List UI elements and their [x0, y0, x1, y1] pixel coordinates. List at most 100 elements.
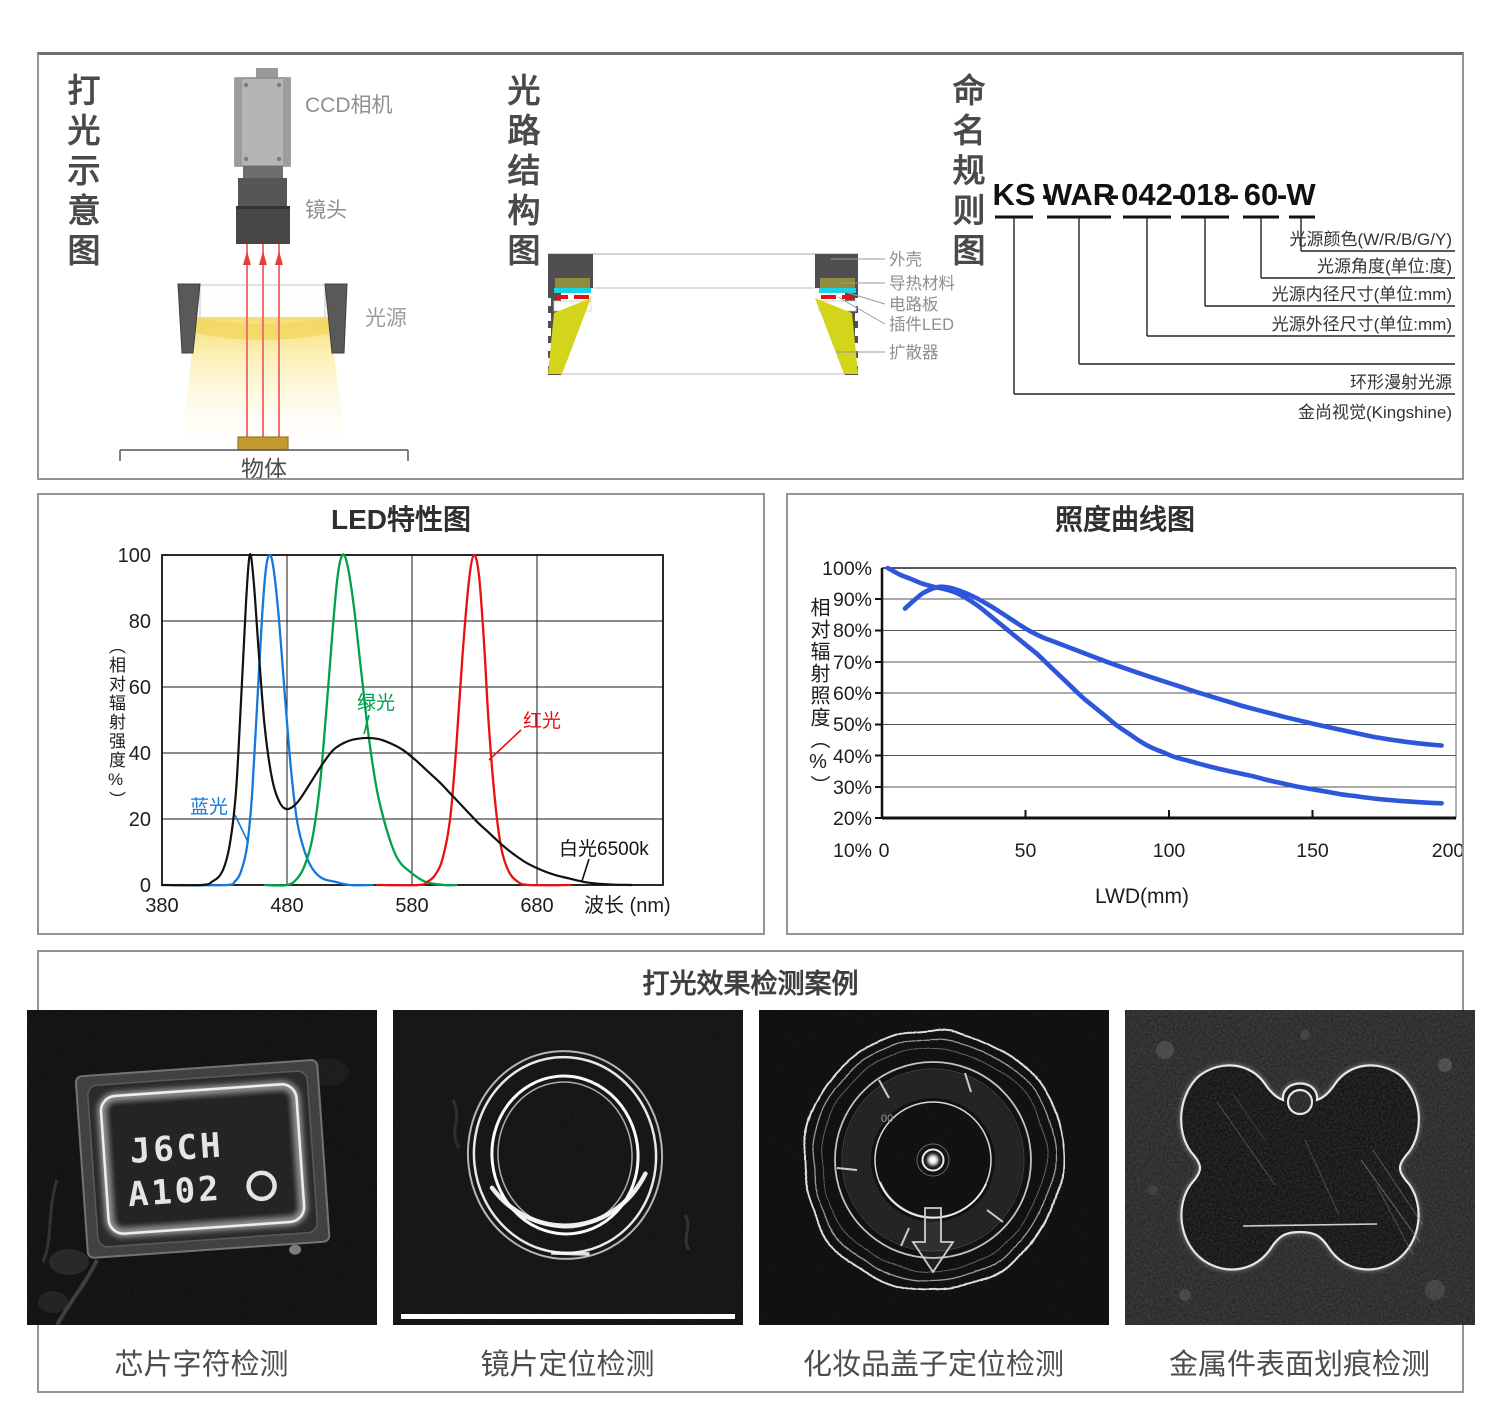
photo-chip-character: J6CH A102: [26, 1010, 377, 1325]
xtick-100: 100: [1153, 840, 1186, 862]
caption-chip: 芯片字符检测: [114, 1349, 289, 1381]
code-hyphen: -: [1042, 177, 1052, 212]
curve-illuminance-steep: [885, 565, 1444, 806]
xtick-580: 580: [395, 895, 428, 917]
code-segment-ks: KS: [992, 177, 1035, 212]
top-diagrams: CCD相机 镜头 光源 物体: [119, 68, 1455, 478]
curve-white-led: [160, 552, 633, 887]
rule-angle: 光源角度(单位:度): [1317, 257, 1452, 276]
led-y-ticks: 0 20 40 60 80 100: [118, 545, 151, 897]
ytick-30pct: 30%: [833, 777, 872, 799]
xtick-0: 0: [879, 840, 890, 862]
illuminance-x-ticks: 0 50 100 150 200: [879, 840, 1462, 862]
xtick-150: 150: [1296, 840, 1329, 862]
led-gridlines: [162, 555, 663, 885]
code-hyphen: -: [1277, 177, 1287, 212]
annotation-blue: 蓝光: [190, 796, 228, 818]
label-diffuser: 扩散器: [889, 343, 939, 362]
ground-line: [119, 449, 409, 461]
case-photo-row: J6CH A102 芯片字符检测: [26, 1010, 1475, 1383]
ytick-50pct: 50%: [833, 714, 872, 736]
illuminance-yaxis-label: 相对辐射照度（%）: [807, 597, 829, 797]
code-segment-018: 018: [1179, 177, 1231, 212]
model-code: KS - WAR - 042 - 018 - 60 - W: [992, 177, 1316, 212]
leader-blue: [234, 814, 249, 843]
circuit-board-right: [819, 288, 856, 293]
ytick-90pct: 90%: [833, 589, 872, 611]
light-rays: [243, 244, 283, 437]
label-thermal-material: 导热材料: [889, 274, 955, 293]
caption-lens: 镜片定位检测: [480, 1349, 655, 1381]
annotation-red: 红光: [523, 710, 561, 732]
ytick-100pct: 100%: [822, 558, 872, 580]
photo-cosmetic-cap: 00: [758, 1010, 1109, 1325]
curve-blue-led: [179, 553, 374, 887]
title-naming-rule: 命名规则图: [948, 73, 985, 273]
caption-cap: 化妆品盖子定位检测: [802, 1349, 1064, 1381]
illuminance-curve-chart: 照度曲线图 100% 90%: [786, 493, 1464, 935]
label-lens: 镜头: [305, 199, 347, 222]
annotation-white: 白光6500k: [559, 838, 649, 860]
code-hyphen: -: [1172, 177, 1182, 212]
led-chart-svg: LED特性图 0 20 40 60 80 100 380 480 580 680: [118, 504, 671, 917]
illuminance-axis-ticks: [875, 598, 1314, 819]
curve-green-led: [263, 553, 458, 887]
leader-white: [581, 858, 590, 882]
thermal-material-left: [555, 278, 590, 288]
rule-inner-size: 光源内径尺寸(单位:mm): [1272, 285, 1452, 304]
label-housing: 外壳: [889, 250, 922, 269]
light-path-leader-lines: [831, 258, 886, 353]
xtick-680: 680: [520, 895, 553, 917]
xtick-200: 200: [1432, 840, 1462, 862]
circuit-board-left: [554, 288, 591, 293]
ytick-100: 100: [118, 545, 151, 567]
title-lighting-schematic: 打光示意图: [63, 73, 100, 273]
light-path-structure-diagram: 外壳 导热材料 电路板 插件LED 扩散器: [546, 250, 955, 375]
ytick-20: 20: [129, 809, 151, 831]
object-icon: [237, 436, 289, 451]
illuminance-y-ticks: 100% 90% 80% 70% 60% 50% 40% 30% 20% 10%: [822, 558, 872, 862]
ytick-70pct: 70%: [833, 652, 872, 674]
ytick-0: 0: [140, 875, 151, 897]
rule-color: 光源颜色(W/R/B/G/Y): [1290, 230, 1452, 249]
naming-rule-labels: 光源颜色(W/R/B/G/Y) 光源角度(单位:度) 光源内径尺寸(单位:mm)…: [1272, 230, 1452, 422]
chart-title-illuminance: 照度曲线图: [1055, 504, 1195, 535]
curve-red-led: [376, 553, 572, 887]
code-segment-w: W: [1286, 177, 1316, 212]
code-segment-042: 042: [1121, 177, 1173, 212]
xtick-480: 480: [270, 895, 303, 917]
label-ccd-camera: CCD相机: [305, 94, 393, 117]
label-light-source: 光源: [365, 307, 407, 330]
chart-title-led: LED特性图: [331, 504, 471, 535]
section-lighting-overview: 打光示意图 光路结构图 命名规则图: [37, 52, 1464, 480]
thermal-material-right: [820, 278, 855, 288]
illuminance-xaxis-label: LWD(mm): [1095, 885, 1189, 908]
label-plugin-led: 插件LED: [889, 315, 954, 334]
plugin-led-right: [821, 295, 854, 299]
light-path-labels: 外壳 导热材料 电路板 插件LED 扩散器: [889, 250, 955, 362]
ytick-80pct: 80%: [833, 620, 872, 642]
ytick-40pct: 40%: [833, 746, 872, 768]
code-segment-war: WAR: [1043, 177, 1115, 212]
ytick-10pct: 10%: [833, 840, 872, 862]
xtick-380: 380: [145, 895, 178, 917]
annotation-green: 绿光: [357, 692, 395, 714]
ccd-camera-icon: [234, 68, 291, 167]
case-chip: J6CH A102 芯片字符检测: [26, 1010, 377, 1383]
illuminance-gridlines: [882, 598, 1456, 788]
cases-title: 打光效果检测案例: [642, 969, 859, 999]
leader-red: [488, 729, 522, 761]
leader-green: [363, 714, 370, 735]
ytick-80: 80: [129, 611, 151, 633]
rule-brand: 金尚视觉(Kingshine): [1298, 403, 1452, 422]
label-circuit-board: 电路板: [889, 295, 939, 314]
title-light-path-structure: 光路结构图: [503, 73, 540, 273]
led-yaxis-label: （相对辐射强度%）: [106, 637, 125, 810]
code-segment-60: 60: [1244, 177, 1278, 212]
photo-metal-tag: [1124, 1010, 1475, 1325]
ytick-40: 40: [129, 743, 151, 765]
lens-icon: [236, 166, 290, 244]
case-metal-tag: 金属件表面划痕检测: [1124, 1010, 1475, 1383]
photo-lens-positioning: [392, 1010, 743, 1325]
